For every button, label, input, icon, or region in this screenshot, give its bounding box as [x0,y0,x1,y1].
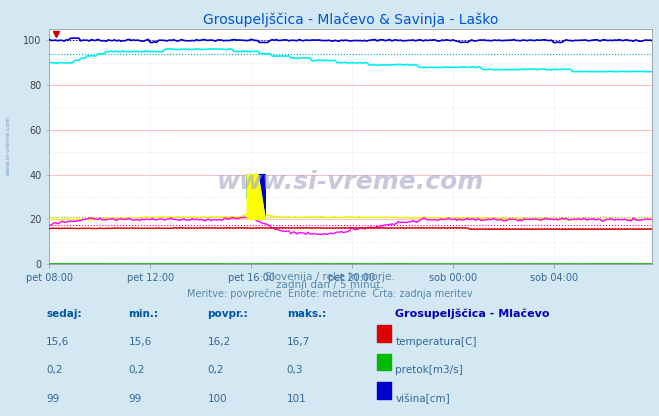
Polygon shape [247,175,266,219]
Text: 0,2: 0,2 [46,365,63,375]
Text: 16,2: 16,2 [208,337,231,347]
Text: zadnji dan / 5 minut.: zadnji dan / 5 minut. [275,280,384,290]
Text: 0,3: 0,3 [287,365,303,375]
Text: maks.:: maks.: [287,309,326,319]
Text: 99: 99 [46,394,59,404]
Polygon shape [247,175,266,219]
Text: 99: 99 [129,394,142,404]
Text: Grosupeljščica - Mlačevo: Grosupeljščica - Mlačevo [395,309,550,319]
Text: 15,6: 15,6 [129,337,152,347]
Text: 16,7: 16,7 [287,337,310,347]
Text: Slovenija / reke in morje.: Slovenija / reke in morje. [264,272,395,282]
Text: www.si-vreme.com: www.si-vreme.com [5,116,11,176]
Text: sedaj:: sedaj: [46,309,82,319]
Text: temperatura[C]: temperatura[C] [395,337,477,347]
Text: pretok[m3/s]: pretok[m3/s] [395,365,463,375]
Text: višina[cm]: višina[cm] [395,394,450,404]
Polygon shape [247,175,266,219]
Text: www.si-vreme.com: www.si-vreme.com [217,170,484,194]
Text: povpr.:: povpr.: [208,309,248,319]
Text: 0,2: 0,2 [208,365,224,375]
Title: Grosupeljščica - Mlačevo & Savinja - Laško: Grosupeljščica - Mlačevo & Savinja - Laš… [203,12,499,27]
Text: Meritve: povprečne  Enote: metrične  Črta: zadnja meritev: Meritve: povprečne Enote: metrične Črta:… [186,287,473,299]
Text: min.:: min.: [129,309,159,319]
Text: 15,6: 15,6 [46,337,69,347]
Text: 0,2: 0,2 [129,365,145,375]
Text: 100: 100 [208,394,227,404]
Text: 101: 101 [287,394,306,404]
